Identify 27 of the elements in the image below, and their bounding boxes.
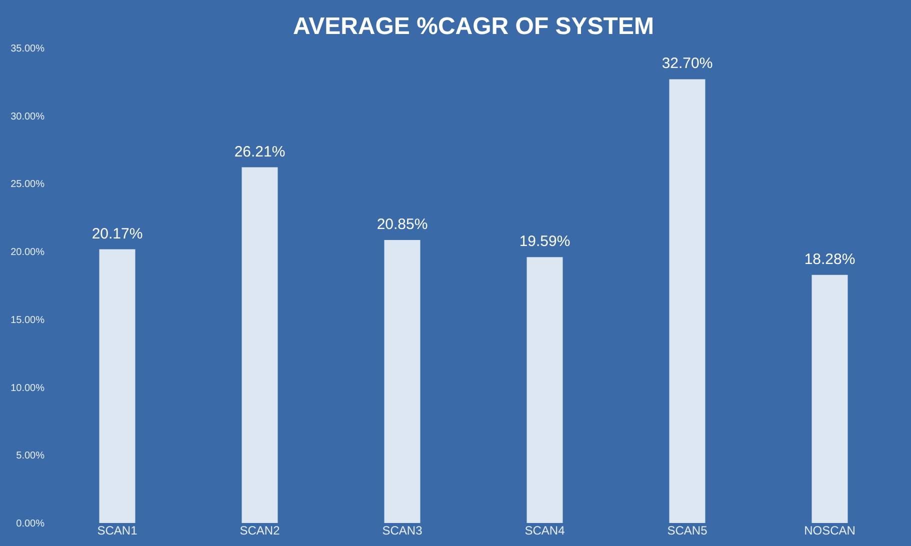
- bar: [812, 274, 848, 523]
- y-tick-label: 30.00%: [10, 111, 45, 122]
- y-tick-label: 25.00%: [10, 179, 45, 190]
- bar: [669, 79, 706, 523]
- data-label: 19.59%: [519, 233, 570, 250]
- y-tick-label: 0.00%: [16, 518, 45, 530]
- data-label: 18.28%: [804, 250, 856, 268]
- bar: [384, 240, 420, 523]
- y-tick-label: 20.00%: [10, 247, 45, 258]
- x-tick-label: SCAN2: [240, 524, 280, 538]
- data-label: 26.21%: [234, 143, 286, 160]
- x-tick-label: SCAN3: [382, 524, 423, 538]
- y-tick-label: 15.00%: [10, 314, 45, 326]
- data-label: 20.85%: [376, 216, 428, 234]
- bar: [526, 257, 563, 523]
- x-tick-label: SCAN1: [97, 524, 138, 538]
- bar: [99, 249, 136, 523]
- chart-title: AVERAGE %CAGR OF SYSTEM: [293, 13, 654, 40]
- x-tick-label: NOSCAN: [804, 524, 856, 538]
- y-tick-label: 10.00%: [10, 382, 45, 394]
- y-tick-label: 35.00%: [10, 44, 45, 54]
- y-tick-label: 5.00%: [16, 450, 45, 462]
- data-label: 20.17%: [92, 225, 143, 242]
- bar: [242, 167, 278, 523]
- x-tick-label: SCAN4: [524, 524, 566, 538]
- data-label: 32.70%: [662, 55, 713, 72]
- x-tick-label: SCAN5: [667, 524, 708, 538]
